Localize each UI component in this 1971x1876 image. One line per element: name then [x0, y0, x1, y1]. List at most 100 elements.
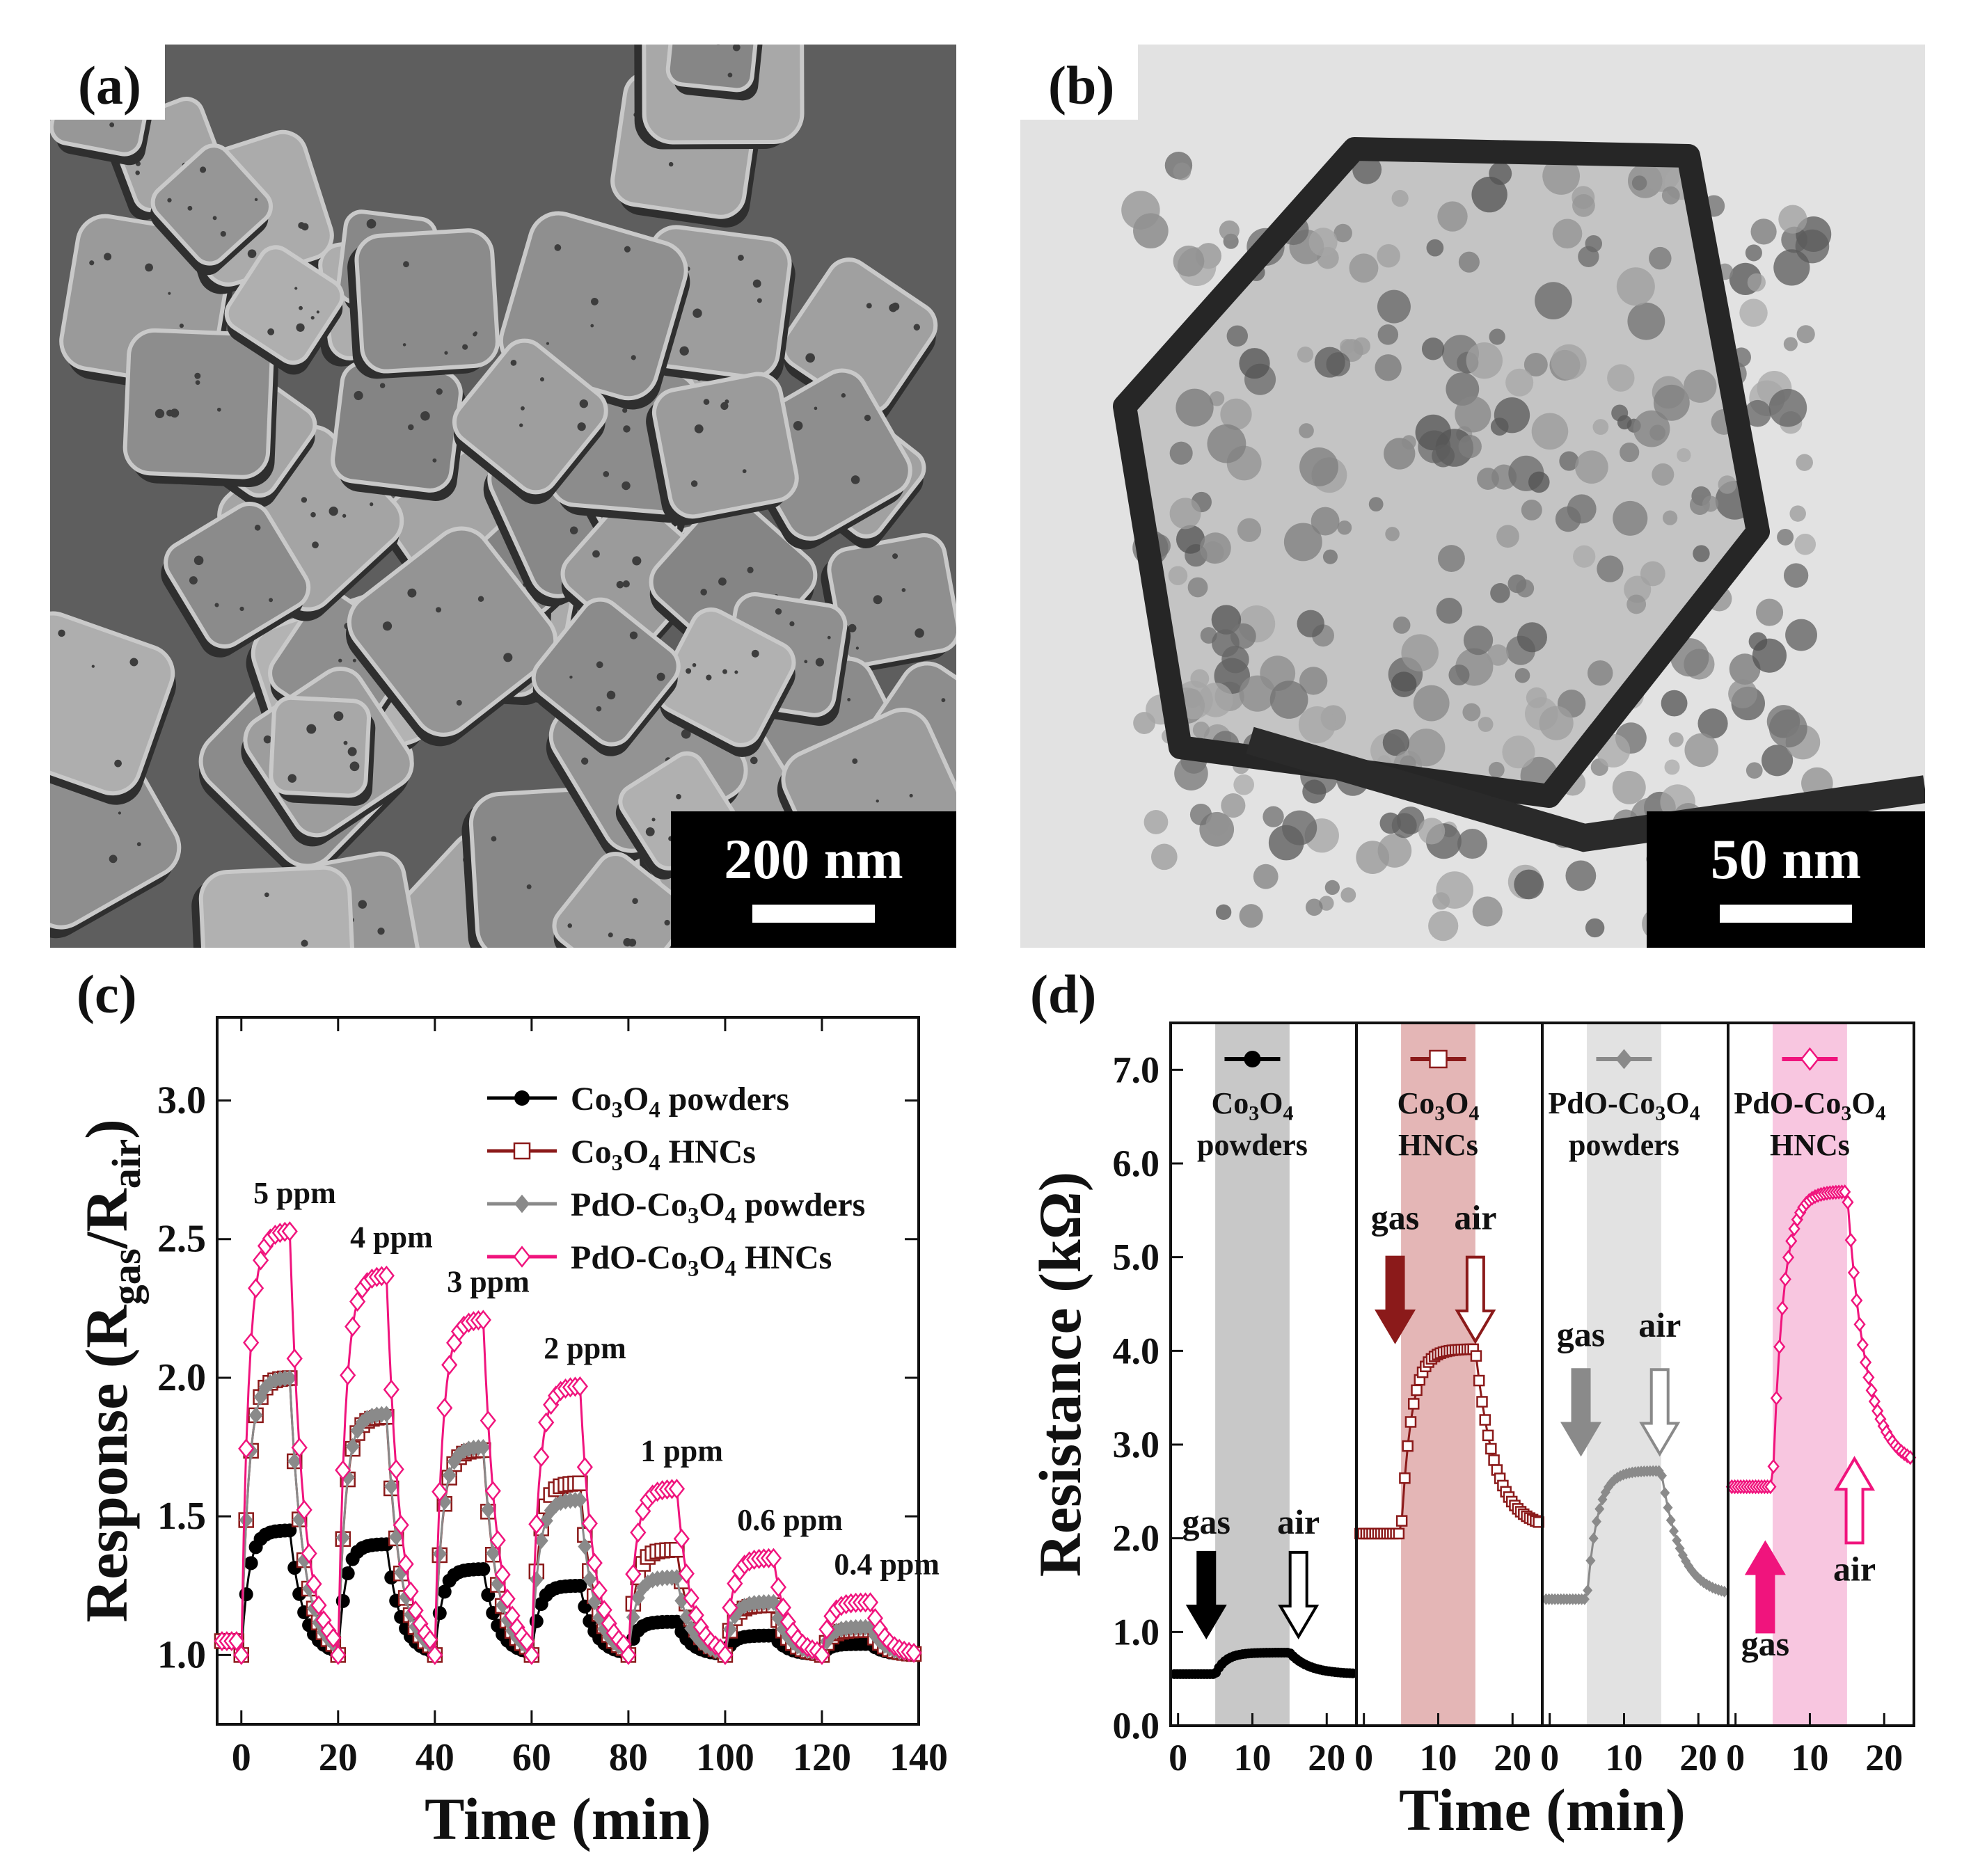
subplot-label-line1: Co3O4 [1212, 1086, 1294, 1125]
sem-pore [631, 355, 636, 360]
sem-cube-face [122, 328, 274, 479]
tem-nanoparticle [1768, 709, 1807, 748]
tem-nanoparticle [1212, 629, 1240, 658]
sem-cube [665, 45, 764, 101]
tem-nanoparticle [1739, 299, 1768, 327]
sem-pore [892, 553, 899, 559]
subplot-label-line1: Co3O4 [1398, 1086, 1480, 1125]
data-point [480, 1410, 496, 1431]
gas-arrow [1375, 1255, 1416, 1344]
x-tick-label: 20 [1865, 1737, 1903, 1779]
data-point [673, 1528, 690, 1549]
sem-pore [510, 360, 517, 366]
tem-nanoparticle [1297, 610, 1324, 638]
sem-pore [645, 827, 655, 836]
sem-cube-face [452, 338, 608, 495]
sem-pore [109, 854, 118, 864]
data-point [1779, 1271, 1791, 1287]
sem-pore [477, 596, 484, 602]
data-point [1588, 1532, 1599, 1545]
tem-nanoparticle [1521, 499, 1542, 520]
sem-pore [287, 774, 297, 783]
tem-nanoparticle [1502, 736, 1535, 769]
sem-pore [718, 577, 727, 586]
data-point [349, 1291, 366, 1312]
data-point [286, 1348, 303, 1369]
data-point [1842, 1194, 1854, 1210]
sem-pore [473, 331, 478, 335]
sem-pore [679, 346, 689, 356]
tem-nanoparticle [1487, 644, 1509, 666]
tem-nanoparticle [1352, 337, 1370, 356]
tem-nanoparticle [1463, 625, 1494, 655]
data-point [1677, 1549, 1688, 1561]
tem-nanoparticle [1616, 267, 1655, 306]
data-point [422, 1629, 438, 1650]
sem-cube [122, 328, 278, 487]
tem-nanoparticle [1718, 475, 1737, 494]
y-tick-label: 2.0 [1113, 1518, 1160, 1559]
tem-nanoparticle [1262, 806, 1284, 827]
data-point [1591, 1516, 1601, 1528]
tem-nanoparticle [1693, 545, 1710, 562]
sem-pore [656, 672, 665, 681]
data-point [1485, 1442, 1497, 1455]
data-point [427, 1644, 443, 1665]
concentration-label: 3 ppm [447, 1264, 530, 1298]
y-tick-label: 2.0 [157, 1356, 206, 1399]
data-point [476, 1562, 491, 1577]
sem-pore [804, 660, 808, 664]
sem-pore [58, 629, 65, 637]
sem-pore [526, 884, 532, 889]
air-label: air [1638, 1305, 1681, 1344]
tem-nanoparticle [1796, 325, 1815, 344]
sem-pore [267, 328, 275, 335]
sem-pore [347, 747, 357, 756]
data-point [1479, 1414, 1491, 1426]
tem-nanoparticle [1505, 368, 1534, 397]
data-point [625, 1564, 642, 1584]
tem-nanoparticle [1448, 664, 1470, 685]
tem-nanoparticle [1652, 463, 1675, 486]
sem-pore [239, 606, 244, 612]
data-point [862, 1592, 879, 1613]
tem-nanoparticle [1531, 413, 1569, 450]
text-part: O [1445, 1086, 1469, 1120]
tem-nanoparticle [1640, 561, 1665, 587]
scale-bar-a: 200 nm [671, 811, 956, 948]
sem-pore [751, 649, 759, 658]
tem-nanoparticle [1169, 441, 1193, 465]
sem-pore [941, 698, 946, 703]
tem-nanoparticle [1199, 532, 1231, 564]
sem-pore [909, 793, 913, 797]
x-tick-label: 140 [889, 1736, 948, 1779]
tem-nanoparticle [1785, 619, 1817, 651]
data-point [722, 1598, 738, 1619]
data-point [1402, 1440, 1414, 1452]
text-part: 3 [612, 1151, 623, 1176]
tem-nanoparticle [1269, 681, 1308, 719]
tem-nanoparticle [1393, 616, 1411, 634]
text-part: 4 [1283, 1102, 1293, 1125]
data-point [1579, 1593, 1590, 1605]
tem-nanoparticle [1391, 671, 1417, 697]
sem-pore [742, 469, 747, 474]
data-point [1684, 1560, 1694, 1573]
tem-nanoparticle [1612, 770, 1646, 804]
sem-pore [866, 303, 872, 309]
data-point [402, 1581, 419, 1602]
sem-pore [358, 900, 367, 909]
data-point [528, 1513, 545, 1534]
sem-pore [554, 244, 562, 251]
sem-cube-face [531, 597, 681, 747]
data-point [596, 1600, 612, 1621]
sem-pore [342, 514, 347, 518]
sem-cube [150, 143, 274, 276]
tem-nanoparticle [1489, 328, 1505, 345]
sem-pore [129, 658, 138, 667]
data-point [1776, 1301, 1789, 1316]
subplot-label-line2: HNCs [1398, 1128, 1478, 1162]
text-part: O [699, 1186, 725, 1223]
tem-nanoparticle [1209, 391, 1225, 406]
